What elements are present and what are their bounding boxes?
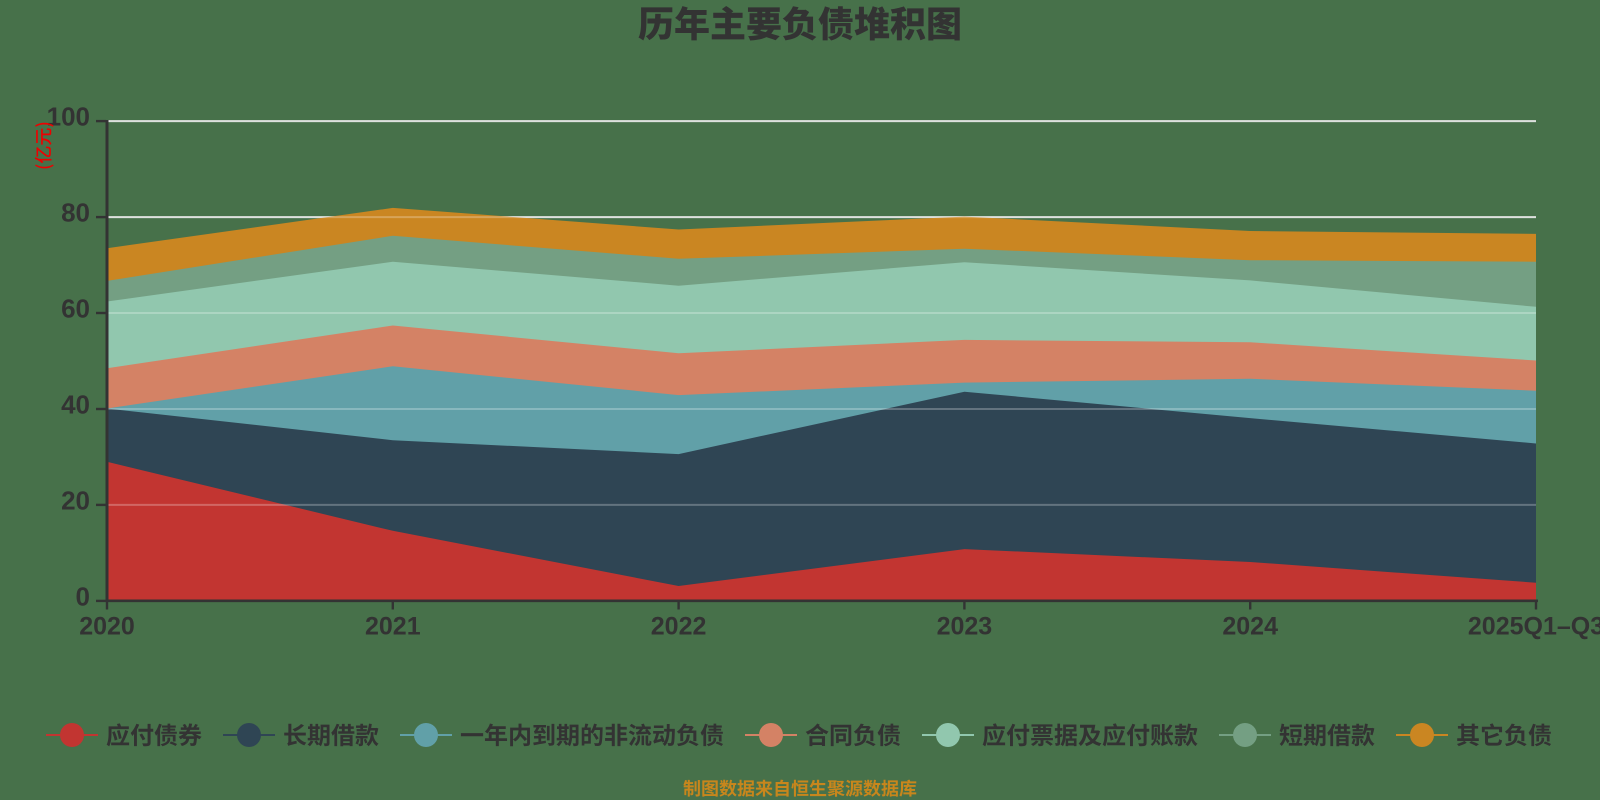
svg-text:2025Q1–Q3: 2025Q1–Q3 <box>1468 613 1600 641</box>
svg-text:0: 0 <box>76 581 90 611</box>
svg-text:80: 80 <box>61 198 90 228</box>
svg-text:100: 100 <box>47 102 90 132</box>
svg-text:20: 20 <box>61 485 90 515</box>
svg-text:2021: 2021 <box>365 613 421 641</box>
svg-text:2024: 2024 <box>1222 613 1278 641</box>
svg-text:2023: 2023 <box>937 613 993 641</box>
svg-text:40: 40 <box>61 390 90 420</box>
svg-text:2022: 2022 <box>651 613 707 641</box>
svg-text:60: 60 <box>61 294 90 324</box>
svg-text:2020: 2020 <box>79 613 135 641</box>
